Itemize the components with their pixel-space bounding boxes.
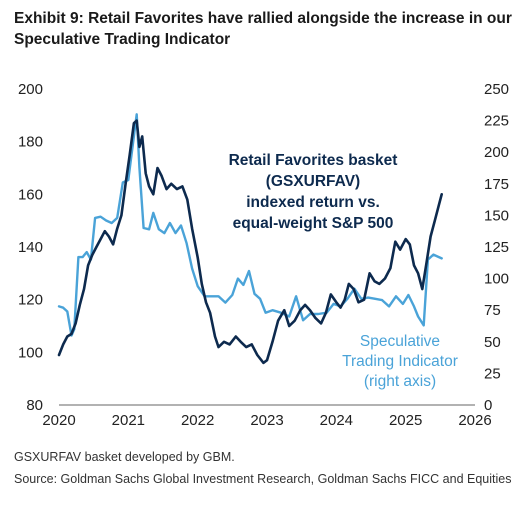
x-tick-label: 2025 <box>389 412 422 429</box>
source-note: Source: Goldman Sachs Global Investment … <box>14 472 512 486</box>
x-tick-label: 2020 <box>42 412 75 429</box>
x-tick-label: 2026 <box>458 412 491 429</box>
y-left-tick-label: 140 <box>18 239 43 256</box>
y-right-tick-label: 225 <box>484 113 509 130</box>
y-left-tick-label: 80 <box>26 397 43 414</box>
chart-series <box>57 113 444 365</box>
retail-favorites-annotation-line: (GSXURFAV) <box>266 173 360 190</box>
y-left-tick-label: 200 <box>18 81 43 98</box>
retail-favorites-annotation-line: Retail Favorites basket <box>229 152 398 169</box>
y-left-tick-label: 180 <box>18 134 43 151</box>
x-tick-label: 2022 <box>181 412 214 429</box>
chart-tick-labels: 2020 2021 2022 2023 2024 2025 2026 80 100 120 140 1… <box>18 81 509 429</box>
speculative-indicator-line <box>57 113 443 337</box>
speculative-indicator-annotation-line: (right axis) <box>364 373 436 390</box>
x-tick-label: 2023 <box>250 412 283 429</box>
chart-title: Exhibit 9: Retail Favorites have rallied… <box>14 8 519 50</box>
chart-plot: 2020 2021 2022 2023 2024 2025 2026 80 100 120 140 1… <box>18 81 509 429</box>
y-right-tick-label: 50 <box>484 334 501 351</box>
chart-title-line-2: Speculative Trading Indicator <box>14 31 231 48</box>
y-right-tick-label: 75 <box>484 302 501 319</box>
y-left-tick-label: 160 <box>18 186 43 203</box>
y-left-tick-label: 120 <box>18 292 43 309</box>
y-right-tick-label: 125 <box>484 239 509 256</box>
speculative-indicator-annotation-line: Trading Indicator <box>342 353 458 370</box>
chart-annotations: Retail Favorites basket (GSXURFAV) indexed… <box>229 152 458 390</box>
y-right-tick-label: 150 <box>484 207 509 224</box>
y-right-tick-label: 175 <box>484 176 509 193</box>
footnote: GSXURFAV basket developed by GBM. <box>14 450 235 464</box>
y-right-tick-label: 200 <box>484 144 509 161</box>
retail-favorites-annotation-line: equal-weight S&P 500 <box>233 215 394 232</box>
chart-title-line-1: Exhibit 9: Retail Favorites have rallied… <box>14 10 512 27</box>
speculative-indicator-annotation-line: Speculative <box>360 333 440 350</box>
y-right-tick-label: 0 <box>484 397 492 414</box>
retail-favorites-line <box>57 119 444 365</box>
y-right-tick-label: 100 <box>484 271 509 288</box>
x-tick-label: 2021 <box>112 412 145 429</box>
y-right-tick-label: 25 <box>484 365 501 382</box>
y-right-tick-label: 250 <box>484 81 509 98</box>
retail-favorites-annotation-line: indexed return vs. <box>246 194 380 211</box>
y-left-tick-label: 100 <box>18 344 43 361</box>
x-tick-label: 2024 <box>320 412 353 429</box>
